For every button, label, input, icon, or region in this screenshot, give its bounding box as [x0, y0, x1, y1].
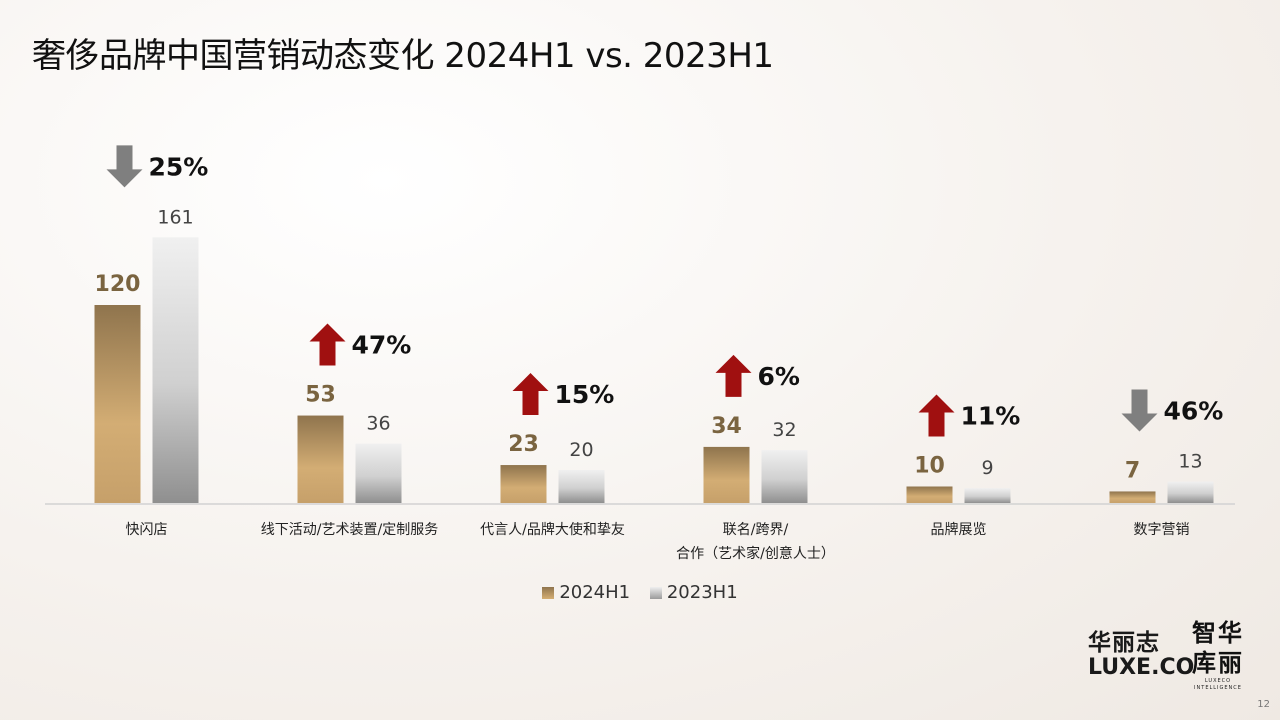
- up-arrow-icon: [715, 354, 752, 397]
- data-label-2024h1: 7: [1125, 458, 1140, 483]
- change-percent-label: 6%: [758, 362, 800, 391]
- change-percent-label: 46%: [1164, 397, 1224, 426]
- bar-2023h1: [558, 470, 605, 503]
- up-arrow-icon: [918, 394, 955, 437]
- logo-chinese-text: 华丽志: [1088, 630, 1160, 656]
- bar-2024h1: [94, 305, 141, 503]
- legend-swatch-2023h1: [649, 586, 662, 599]
- change-percent-label: 25%: [149, 152, 209, 181]
- data-label-2024h1: 23: [508, 432, 539, 457]
- category-label: 快闪店: [126, 522, 168, 538]
- intelligence-logo: 智华 库丽 LUXECO INTELLIGENCE: [1186, 618, 1250, 692]
- down-arrow-icon: [1121, 389, 1158, 432]
- bar-2023h1: [152, 237, 199, 503]
- data-label-2023h1: 161: [157, 206, 193, 228]
- bar-2023h1: [355, 443, 402, 503]
- bar-2024h1: [906, 486, 953, 503]
- data-label-2023h1: 36: [366, 413, 390, 435]
- category-label: 合作（艺术家/创意人士）: [676, 545, 835, 562]
- logo-intel-line1: 智华: [1192, 618, 1244, 647]
- data-label-2024h1: 34: [711, 414, 742, 439]
- page-number: 12: [1257, 699, 1270, 710]
- legend-swatch-2024h1: [542, 586, 555, 599]
- down-arrow-icon: [106, 145, 143, 188]
- logo-intel-line2: 库丽: [1192, 648, 1244, 677]
- legend-item-2023h1: 2023H1: [649, 582, 738, 603]
- data-label-2024h1: 120: [95, 272, 141, 297]
- bar-2024h1: [1109, 491, 1156, 503]
- bar-2023h1: [964, 488, 1011, 503]
- change-percent-label: 15%: [555, 380, 615, 409]
- bar-2024h1: [500, 465, 547, 503]
- legend-label-2023h1: 2023H1: [666, 582, 738, 603]
- bar-2023h1: [761, 450, 808, 503]
- data-label-2023h1: 9: [981, 457, 993, 479]
- up-arrow-icon: [512, 373, 549, 416]
- up-arrow-icon: [309, 323, 346, 366]
- data-label-2024h1: 10: [914, 454, 945, 479]
- legend-item-2024h1: 2024H1: [542, 582, 630, 603]
- change-percent-label: 47%: [352, 331, 412, 360]
- data-label-2023h1: 32: [772, 419, 796, 441]
- category-label: 品牌展览: [931, 521, 987, 538]
- category-label: 联名/跨界/: [723, 522, 789, 538]
- bar-2024h1: [297, 415, 344, 503]
- change-percent-label: 11%: [961, 402, 1021, 431]
- data-label-2023h1: 13: [1178, 451, 1202, 473]
- legend: 2024H1 2023H1: [0, 582, 1280, 604]
- bar-2024h1: [703, 446, 750, 503]
- logo-english-text: LUXE.CO: [1088, 655, 1195, 680]
- logo-intel-sub: LUXECO INTELLIGENCE: [1194, 678, 1242, 691]
- category-label: 线下活动/艺术装置/定制服务: [261, 522, 438, 538]
- bar-2023h1: [1167, 481, 1214, 503]
- legend-label-2024h1: 2024H1: [559, 582, 631, 603]
- data-label-2024h1: 53: [305, 383, 336, 408]
- category-label: 代言人/品牌大使和挚友: [480, 521, 625, 538]
- category-label: 数字营销: [1134, 522, 1190, 538]
- data-label-2023h1: 20: [569, 439, 593, 461]
- luxeco-logo: 华丽志 LUXE.CO: [1088, 630, 1195, 680]
- page-title: 奢侈品牌中国营销动态变化 2024H1 vs. 2023H1: [32, 36, 774, 76]
